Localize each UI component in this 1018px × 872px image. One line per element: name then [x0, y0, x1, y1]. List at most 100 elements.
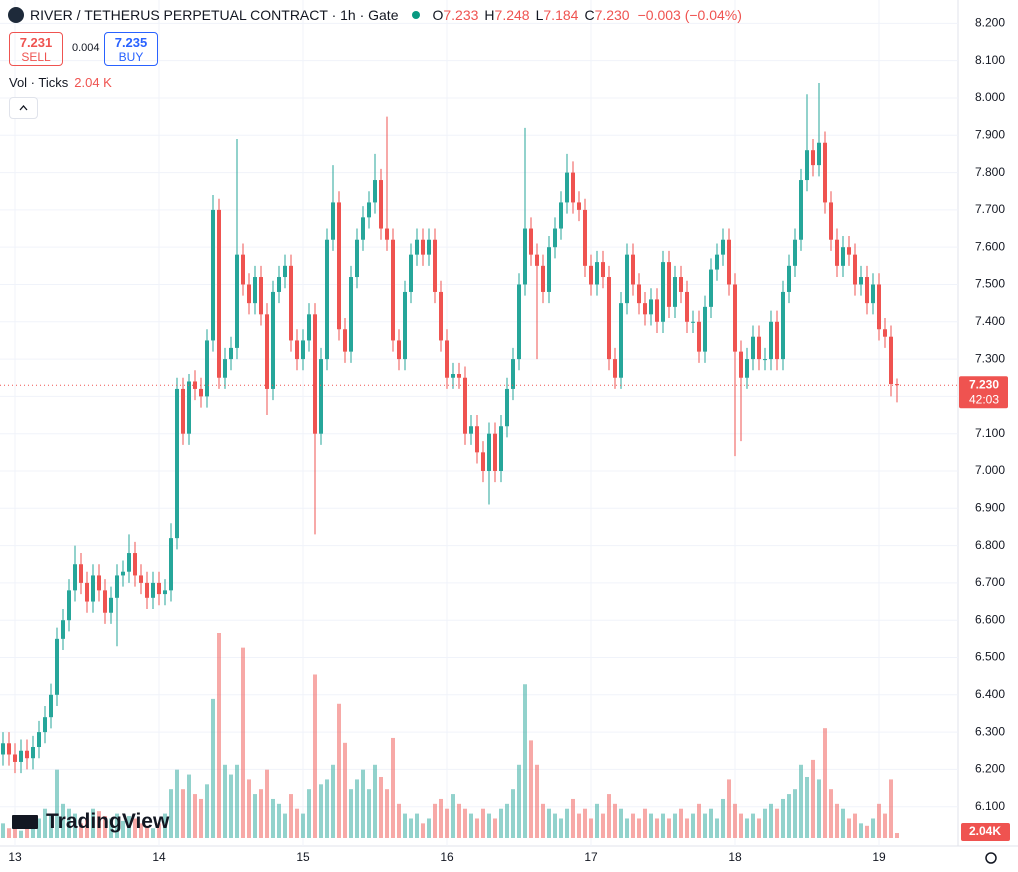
volume-bar — [757, 818, 761, 838]
volume-bar — [619, 808, 623, 838]
candle-body — [199, 388, 203, 397]
candle-body — [415, 239, 419, 255]
ohlc-key: O — [432, 7, 444, 23]
volume-bar — [493, 818, 497, 838]
sell-price: 7.231 — [19, 35, 53, 50]
volume-bar — [199, 798, 203, 838]
collapse-button[interactable] — [9, 97, 38, 119]
volume-bar — [811, 759, 815, 838]
volume-bar — [43, 808, 47, 838]
candle-body — [229, 347, 233, 360]
candle-body — [73, 564, 77, 591]
candle-body — [85, 582, 89, 602]
buy-button[interactable]: 7.235 BUY — [104, 32, 158, 66]
candle-body — [283, 265, 287, 278]
candle-body — [343, 329, 347, 352]
sell-button[interactable]: 7.231 SELL — [9, 32, 63, 66]
volume-bar — [895, 833, 899, 838]
volume-bar — [853, 813, 857, 838]
candle-body — [565, 172, 569, 203]
volume-bar — [349, 789, 353, 838]
volume-bar — [589, 818, 593, 838]
y-tick-label: 8.100 — [975, 53, 1005, 67]
volume-bar — [799, 764, 803, 838]
candle-body — [301, 340, 305, 360]
y-tick-label: 7.700 — [975, 202, 1005, 216]
y-tick-label: 7.600 — [975, 239, 1005, 253]
candle-body — [349, 277, 353, 352]
candle-body — [529, 228, 533, 255]
candle-body — [439, 291, 443, 341]
volume-bar — [631, 813, 635, 838]
candle-body — [307, 314, 311, 341]
volume-bar — [13, 825, 17, 838]
volume-bar — [247, 779, 251, 838]
volume-bar — [217, 633, 221, 838]
volume-bar — [721, 798, 725, 838]
volume-bar — [511, 789, 515, 838]
x-tick-label: 15 — [296, 850, 310, 864]
volume-bar — [787, 794, 791, 838]
ohlc-key: H — [484, 7, 495, 23]
candle-body — [223, 359, 227, 378]
volume-bar — [187, 774, 191, 838]
candle-body — [127, 553, 131, 572]
settings-icon[interactable] — [985, 852, 997, 864]
volume-bar — [445, 808, 449, 838]
volume-bar — [859, 823, 863, 838]
candle-body — [361, 217, 365, 240]
volume-bar — [607, 794, 611, 838]
candle-body — [595, 262, 599, 285]
volume-bar — [163, 813, 167, 838]
volume-bar — [361, 769, 365, 838]
candle-body — [259, 277, 263, 315]
chevron-icon — [19, 105, 28, 111]
volume-bar — [433, 803, 437, 838]
volume-bar — [235, 764, 239, 838]
header: RIVER / TETHERUS PERPETUAL CONTRACT · 1h… — [8, 7, 742, 23]
candle-body — [691, 321, 695, 323]
candle-body — [721, 239, 725, 255]
candle-body — [385, 228, 389, 240]
candle-body — [505, 388, 509, 427]
volume-bar — [841, 808, 845, 838]
volume-bar — [517, 764, 521, 838]
volume-bar — [49, 813, 53, 838]
volume-bar — [271, 798, 275, 838]
candle-body — [739, 351, 743, 378]
symbol-title[interactable]: RIVER / TETHERUS PERPETUAL CONTRACT · 1h… — [30, 7, 399, 23]
volume-bar — [877, 803, 881, 838]
candle-body — [523, 228, 527, 285]
volume-bar — [817, 779, 821, 838]
y-tick-label: 6.600 — [975, 612, 1005, 626]
volume-bar — [403, 813, 407, 838]
candle-body — [799, 180, 803, 240]
candle-body — [607, 277, 611, 360]
candle-body — [445, 340, 449, 378]
volume-bar — [427, 818, 431, 838]
candle-body — [463, 377, 467, 434]
spread: 0.004 — [72, 42, 100, 54]
y-tick-label: 6.100 — [975, 799, 1005, 813]
candle-body — [493, 433, 497, 471]
volume-bar — [253, 794, 257, 838]
candle-body — [727, 239, 731, 285]
ohlc-value: 7.233 — [443, 7, 479, 23]
candle-body — [853, 254, 857, 285]
volume-bar — [409, 818, 413, 838]
price-change: −0.003 (−0.04%) — [637, 7, 742, 23]
volume-bar — [727, 779, 731, 838]
volume-bar — [397, 803, 401, 838]
candle-body — [559, 202, 563, 229]
candle-body — [847, 247, 851, 255]
volume-bar — [583, 808, 587, 838]
candle-body — [751, 336, 755, 360]
volume-bar — [733, 803, 737, 838]
sell-label: SELL — [21, 50, 51, 64]
volume-bar — [703, 813, 707, 838]
y-tick-label: 8.000 — [975, 90, 1005, 104]
candle-body — [481, 452, 485, 471]
brand-icon — [12, 815, 38, 829]
y-tick-label: 7.400 — [975, 314, 1005, 328]
